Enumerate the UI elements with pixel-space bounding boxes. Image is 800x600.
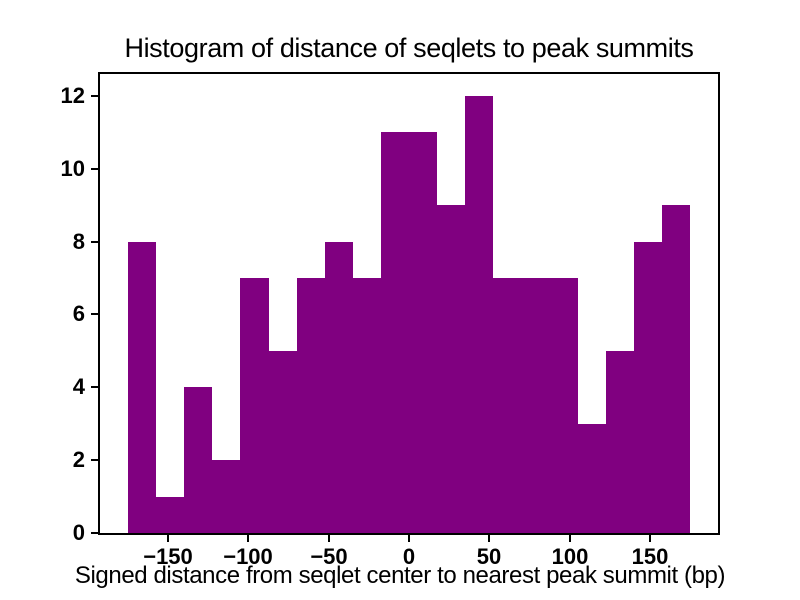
histogram-bar — [353, 278, 381, 533]
histogram-bar — [465, 96, 493, 533]
histogram-bar — [521, 278, 549, 533]
histogram-bar — [437, 205, 465, 533]
x-tick-mark — [569, 535, 571, 542]
x-axis-label: Signed distance from seqlet center to ne… — [74, 562, 726, 589]
y-tick-label: 2 — [72, 447, 85, 472]
x-tick-mark — [167, 535, 169, 542]
y-tick-label: 10 — [60, 156, 85, 181]
histogram-bar — [493, 278, 521, 533]
x-tick-label: −150 — [143, 544, 193, 569]
x-tick-mark — [649, 535, 651, 542]
histogram-bar — [634, 242, 662, 533]
histogram-bar — [549, 278, 578, 533]
y-tick-mark — [91, 95, 98, 97]
histogram-bar — [269, 351, 297, 533]
histogram-bar — [578, 424, 606, 533]
histogram-bar — [297, 278, 325, 533]
histogram-bar — [409, 132, 437, 533]
y-tick-mark — [91, 241, 98, 243]
x-tick-label: 50 — [476, 544, 502, 569]
x-tick-label: 100 — [551, 544, 589, 569]
histogram-bar — [128, 242, 156, 533]
x-tick-label: −50 — [310, 544, 348, 569]
x-tick-label: 0 — [402, 544, 416, 569]
x-tick-label: −100 — [223, 544, 273, 569]
y-tick-mark — [91, 386, 98, 388]
y-tick-mark — [91, 313, 98, 315]
y-tick-mark — [91, 168, 98, 170]
y-tick-label: 12 — [60, 83, 85, 108]
histogram-bar — [325, 242, 353, 533]
histogram-bar — [662, 205, 690, 533]
histogram-bar — [606, 351, 634, 533]
plot-area — [100, 74, 718, 533]
histogram-bar — [156, 497, 184, 533]
y-tick-label: 4 — [72, 374, 85, 399]
y-tick-label: 6 — [72, 301, 85, 326]
histogram-bar — [240, 278, 269, 533]
x-tick-mark — [247, 535, 249, 542]
y-tick-label: 8 — [72, 229, 85, 254]
plot-frame — [98, 72, 720, 535]
x-tick-mark — [408, 535, 410, 542]
y-tick-mark — [91, 459, 98, 461]
y-tick-label: 0 — [72, 520, 85, 545]
histogram-bar — [381, 132, 409, 533]
y-tick-mark — [91, 532, 98, 534]
chart-title: Histogram of distance of seqlets to peak… — [124, 33, 694, 63]
x-tick-mark — [488, 535, 490, 542]
x-tick-label: 150 — [631, 544, 669, 569]
histogram-bar — [212, 460, 240, 533]
x-tick-mark — [328, 535, 330, 542]
histogram-bar — [184, 387, 212, 533]
